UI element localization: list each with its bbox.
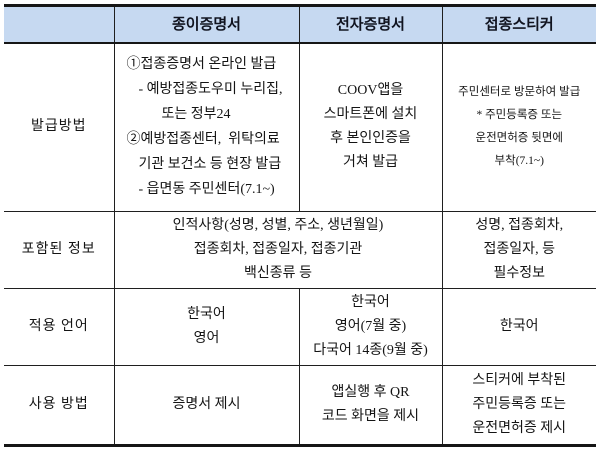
header-electronic-certificate: 전자증명서 <box>298 4 443 44</box>
language-paper-line: 영어 <box>193 330 220 346</box>
header-paper-certificate: 종이증명서 <box>113 4 300 44</box>
issuance-paper-line: 기관 보건소 등 현장 발급 <box>138 157 282 173</box>
issuance-sticker-line: 부착(7.1~) <box>494 155 544 168</box>
issuance-sticker-line: 주민센터로 방문하여 발급 <box>458 86 581 99</box>
language-electronic-line: 다국어 14종(9월 중) <box>313 342 428 358</box>
issuance-paper-line: ②예방접종센터, 위탁의료 <box>126 132 280 148</box>
usage-sticker-line: 주민등록증 또는 <box>472 396 567 412</box>
row-label-usage-method: 사용 방법 <box>4 365 115 447</box>
cell-usage-electronic: 앱실행 후 QR 코드 화면을 제시 <box>298 365 443 447</box>
language-electronic-line: 한국어 <box>351 294 390 310</box>
usage-electronic-line: 코드 화면을 제시 <box>321 408 420 424</box>
usage-paper-line: 증명서 제시 <box>172 396 241 412</box>
issuance-sticker-line: * 주민등록증 또는 <box>476 109 563 122</box>
issuance-sticker-line: 운전면허증 뒷면에 <box>475 132 563 145</box>
cell-issuance-sticker: 주민센터로 방문하여 발급 * 주민등록증 또는 운전면허증 뒷면에 부착(7.… <box>441 43 596 212</box>
language-electronic-line: 영어(7월 중) <box>334 318 407 334</box>
language-sticker-line: 한국어 <box>499 318 539 334</box>
row-usage-method: 사용 방법 증명서 제시 앱실행 후 QR 코드 화면을 제시 스티커에 부착된… <box>4 365 596 447</box>
cell-issuance-paper: ①접종증명서 온라인 발급 - 예방접종도우미 누리집, 또는 정부24 ②예방… <box>113 43 300 212</box>
issuance-paper-line: - 읍면동 주민센터(7.1~) <box>138 182 275 198</box>
row-applied-language: 적용 언어 한국어 영어 한국어 영어(7월 중) 다국어 14종(9월 중) … <box>4 288 596 366</box>
included-info-sticker-line: 필수정보 <box>493 265 546 281</box>
header-vaccination-sticker: 접종스티커 <box>441 4 596 44</box>
row-included-info: 포함된 정보 인적사항(성명, 성별, 주소, 생년월일) 접종회차, 접종일자… <box>4 211 596 289</box>
row-label-applied-language: 적용 언어 <box>4 288 115 366</box>
included-info-line: 접종회차, 접종일자, 접종기관 <box>193 241 363 257</box>
included-info-line: 인적사항(성명, 성별, 주소, 생년월일) <box>172 217 384 233</box>
cell-usage-paper: 증명서 제시 <box>113 365 300 447</box>
cell-language-paper: 한국어 영어 <box>113 288 300 366</box>
issuance-electronic-line: COOV앱을 <box>337 83 404 99</box>
issuance-paper-line: ①접종증명서 온라인 발급 <box>126 57 277 73</box>
issuance-paper-line: - 예방접종도우미 누리집, <box>138 82 283 98</box>
certificate-comparison-table: 종이증명서 전자증명서 접종스티커 발급방법 ①접종증명서 온라인 발급 - 예… <box>4 4 596 447</box>
issuance-electronic-line: 후 본인인증을 <box>330 131 411 147</box>
header-corner-cell <box>4 4 115 44</box>
issuance-electronic-line: 거쳐 발급 <box>342 155 399 171</box>
cell-included-info-paper-electronic: 인적사항(성명, 성별, 주소, 생년월일) 접종회차, 접종일자, 접종기관 … <box>113 211 443 289</box>
cell-included-info-sticker: 성명, 접종회차, 접종일자, 등 필수정보 <box>441 211 596 289</box>
included-info-sticker-line: 성명, 접종회차, <box>475 217 564 233</box>
cell-usage-sticker: 스티커에 부착된 주민등록증 또는 운전면허증 제시 <box>441 365 596 447</box>
row-issuance-method: 발급방법 ①접종증명서 온라인 발급 - 예방접종도우미 누리집, 또는 정부2… <box>4 43 596 212</box>
row-label-issuance-method: 발급방법 <box>4 43 115 212</box>
issuance-electronic-line: 스마트폰에 설치 <box>323 107 418 123</box>
usage-sticker-line: 운전면허증 제시 <box>472 420 567 436</box>
cell-issuance-electronic: COOV앱을 스마트폰에 설치 후 본인인증을 거쳐 발급 <box>298 43 443 212</box>
language-paper-line: 한국어 <box>187 306 226 322</box>
usage-electronic-line: 앱실행 후 QR <box>331 384 410 400</box>
usage-sticker-line: 스티커에 부착된 <box>472 372 567 388</box>
header-row: 종이증명서 전자증명서 접종스티커 <box>4 4 596 44</box>
cell-language-electronic: 한국어 영어(7월 중) 다국어 14종(9월 중) <box>298 288 443 366</box>
issuance-paper-line: 또는 정부24 <box>161 107 231 123</box>
cell-language-sticker: 한국어 <box>441 288 596 366</box>
row-label-included-info: 포함된 정보 <box>4 211 115 289</box>
included-info-line: 백신종류 등 <box>244 265 312 281</box>
included-info-sticker-line: 접종일자, 등 <box>483 241 555 257</box>
